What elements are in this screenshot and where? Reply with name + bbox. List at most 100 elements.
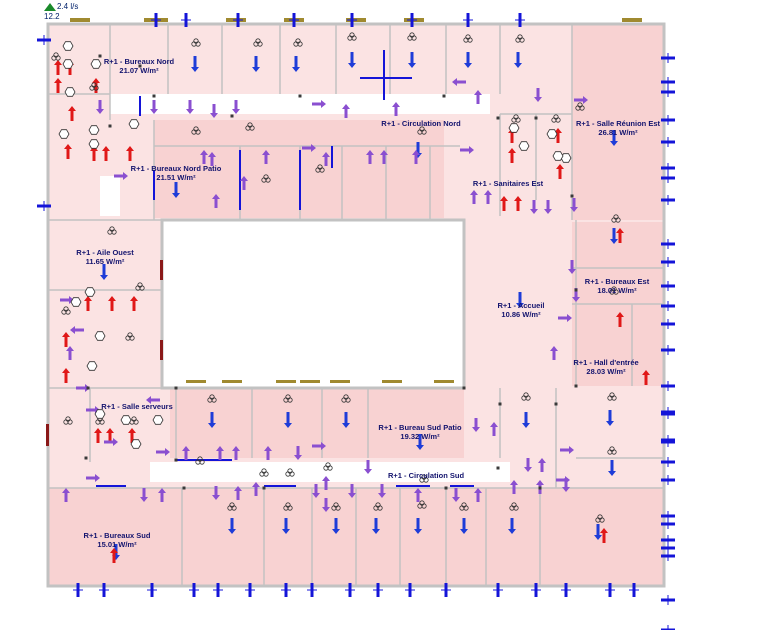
arrow-shape <box>562 478 570 492</box>
arrow-shape <box>60 296 74 304</box>
room-label-circulation-nord: R+1 - Circulation Nord <box>381 119 460 128</box>
fan-blade <box>421 474 427 480</box>
arrow-shape <box>572 288 580 302</box>
room-name: R+1 - Bureaux Sud <box>83 531 151 540</box>
fan-symbol <box>135 282 145 291</box>
fan-symbol <box>511 114 521 123</box>
room-label-salle-reunion-est: R+1 - Salle Réunion Est 26.81 W/m² <box>576 119 660 137</box>
airflow-arrow <box>530 200 538 214</box>
arrow-shape <box>62 332 70 347</box>
fan-blade <box>255 38 261 44</box>
arrow-shape <box>610 130 618 146</box>
arrow-shape <box>474 90 482 104</box>
arrow-shape <box>570 198 578 212</box>
room-label-accueil: R+1 - Accueil 10.86 W/m² <box>497 301 544 319</box>
fan-symbol <box>207 394 217 403</box>
hex-node <box>508 123 520 133</box>
patio-band <box>300 380 320 383</box>
airflow-arrow <box>594 524 602 540</box>
arrow-shape <box>106 428 114 443</box>
arrow-shape <box>186 100 194 114</box>
patio-band <box>382 380 402 383</box>
arrow-shape <box>212 486 220 500</box>
fan-blade <box>333 502 339 508</box>
arrow-shape <box>342 104 350 118</box>
flow-readout: 2.4 l/s 12.2 <box>44 2 78 22</box>
junction-dot <box>496 466 500 470</box>
patio-band <box>330 380 350 383</box>
airflow-arrow <box>412 150 420 164</box>
fan-blade <box>349 32 355 38</box>
arrow-shape <box>210 104 218 118</box>
airflow-arrow <box>366 150 374 164</box>
arrow-shape <box>474 488 482 502</box>
room-density: 19.32 W/m² <box>400 432 440 441</box>
fan-symbol <box>125 332 135 341</box>
arrow-shape <box>322 498 330 512</box>
fan-blade <box>137 282 143 288</box>
airflow-arrow <box>86 474 100 482</box>
arrow-shape <box>464 52 472 68</box>
arrow-shape <box>510 480 518 494</box>
arrow-shape <box>606 410 614 426</box>
hex-node <box>128 119 140 129</box>
fan-blade <box>609 392 615 398</box>
airflow-arrow <box>100 264 108 280</box>
corridor-zone <box>100 176 120 216</box>
room-label-bureaux-sud: R+1 - Bureaux Sud 15.01 W/m² <box>84 531 151 549</box>
arrow-shape <box>252 482 260 496</box>
arrow-shape <box>108 296 116 311</box>
hex-node <box>94 409 106 419</box>
room-name: R+1 - Aile Ouest <box>76 248 134 257</box>
arrow-shape <box>490 422 498 436</box>
arrow-shape <box>62 368 70 383</box>
fan-blade <box>523 392 529 398</box>
arrow-shape <box>452 488 460 502</box>
airflow-arrow <box>128 428 136 443</box>
arrow-shape <box>302 144 316 152</box>
airflow-arrow <box>380 150 388 164</box>
airflow-arrow <box>474 90 482 104</box>
arrow-shape <box>380 150 388 164</box>
room-name: R+1 - Hall d'entrée <box>573 358 639 367</box>
airflow-arrow <box>234 486 242 500</box>
fan-symbol <box>323 462 333 471</box>
arrow-shape <box>348 52 356 68</box>
airflow-arrow <box>544 200 552 214</box>
airflow-arrow <box>228 518 236 534</box>
fan-symbol <box>509 502 519 511</box>
arrow-shape <box>96 100 104 114</box>
fan-symbol <box>107 226 117 235</box>
arrow-shape <box>104 438 118 446</box>
room-zone <box>48 220 162 388</box>
arrow-shape <box>560 446 574 454</box>
arrow-shape <box>156 448 170 456</box>
room-density: 28.03 W/m² <box>586 367 626 376</box>
airflow-arrow <box>94 428 102 443</box>
hex-node <box>518 141 530 151</box>
arrow-shape <box>568 260 576 274</box>
room-name: R+1 - Circulation Nord <box>381 119 461 128</box>
room-label-aile-ouest: R+1 - Aile Ouest 11.65 W/m² <box>76 248 133 266</box>
arrow-shape <box>264 446 272 460</box>
arrow-shape <box>514 196 522 211</box>
room-label-circulation-sud: R+1 - Circulation Sud <box>388 471 464 480</box>
arrow-shape <box>240 176 248 190</box>
junction-dot <box>574 288 578 292</box>
arrow-shape <box>282 518 290 534</box>
airflow-arrow <box>312 442 326 450</box>
room-density: 11.65 W/m² <box>85 257 125 266</box>
fan-symbol <box>417 500 427 509</box>
arrow-shape <box>212 194 220 208</box>
airflow-arrow <box>616 312 624 327</box>
airflow-arrow <box>64 144 72 159</box>
fan-blade <box>127 332 133 338</box>
hex-node <box>90 59 102 69</box>
airflow-arrow <box>208 412 216 428</box>
fan-blade <box>109 226 115 232</box>
airflow-arrow <box>556 164 564 179</box>
airflow-arrow <box>90 146 98 161</box>
fan-symbol <box>95 416 105 425</box>
airflow-arrow <box>574 96 588 104</box>
airflow-arrow <box>378 484 386 498</box>
